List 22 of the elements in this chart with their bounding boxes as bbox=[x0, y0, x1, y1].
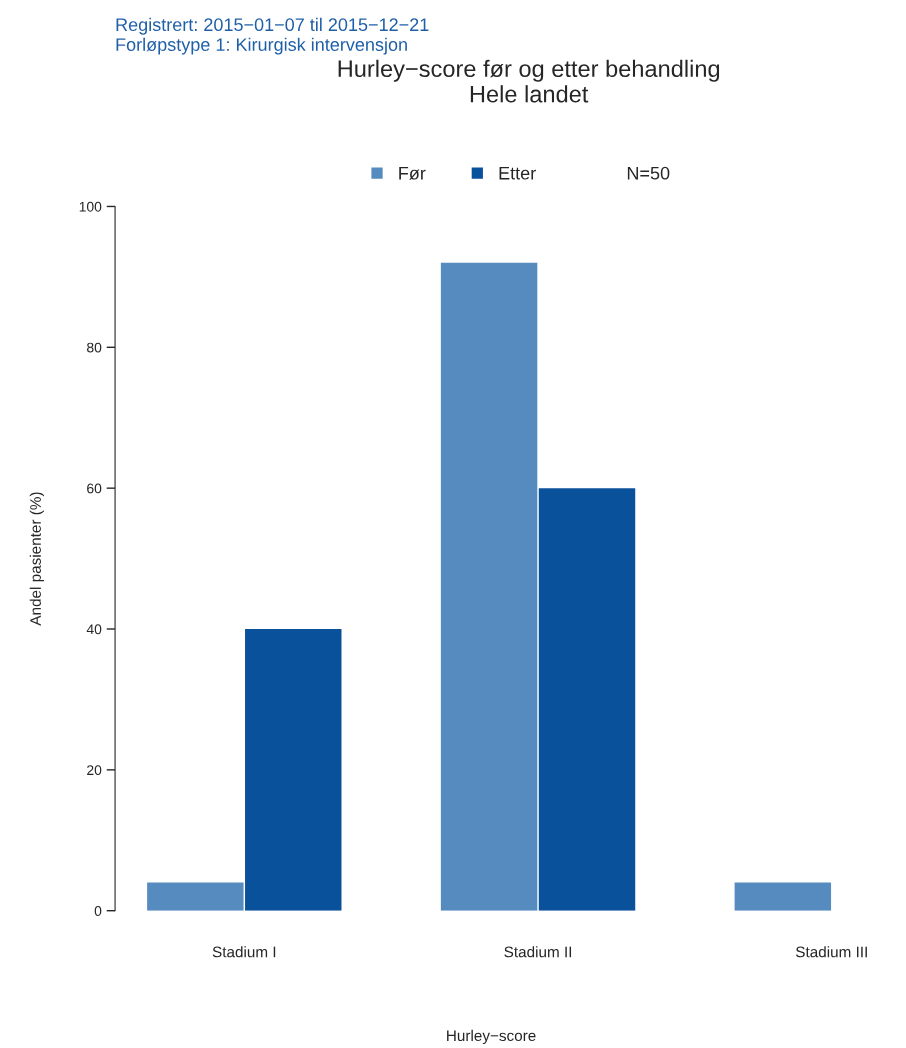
text: Registrert: 2015−01−07 til 2015−12−21 bbox=[116, 17, 429, 35]
y-tick-label: 100 bbox=[79, 201, 102, 212]
bar bbox=[245, 629, 342, 911]
x-tick-label: Stadium II bbox=[504, 946, 572, 958]
x-tick-label: Stadium III bbox=[795, 946, 867, 958]
y-axis-title: Andel pasienter (%) bbox=[29, 492, 44, 626]
y-tick-label: 0 bbox=[94, 906, 102, 916]
legend-label: Etter bbox=[499, 167, 536, 180]
y-tick-label: 20 bbox=[87, 765, 102, 776]
text: N=50 bbox=[627, 166, 670, 180]
y-tick-label: 60 bbox=[87, 483, 102, 494]
chart-title: Hurley−score før og etter behandling Hele landet bbox=[338, 59, 720, 103]
bar bbox=[538, 488, 636, 911]
y-tick-label: 40 bbox=[86, 624, 102, 635]
x-axis-title: Hurley−score bbox=[447, 1029, 536, 1045]
bar bbox=[440, 262, 538, 911]
x-tick-label: Stadium I bbox=[212, 946, 276, 958]
bar bbox=[147, 882, 244, 911]
legend-label: Før bbox=[399, 167, 426, 180]
text: Forløpstype 1: Kirurgisk intervensjon bbox=[116, 37, 407, 55]
bar bbox=[734, 882, 832, 911]
y-tick-label: 80 bbox=[87, 342, 102, 353]
